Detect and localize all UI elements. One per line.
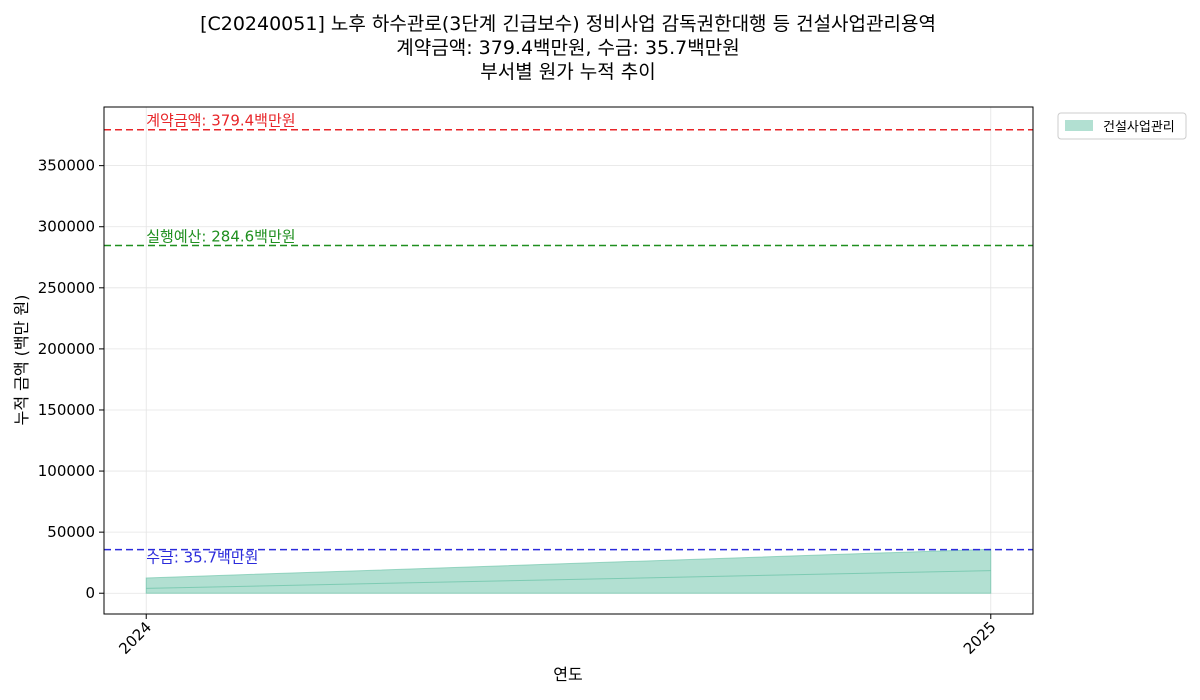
legend-swatch: [1065, 120, 1093, 131]
plot-frame: [104, 107, 1033, 614]
area-band: [146, 549, 991, 593]
y-tick-label: 0: [85, 584, 95, 602]
legend-label: 건설사업관리: [1103, 120, 1175, 135]
x-axis-ticks: 2024 2025: [115, 614, 999, 658]
y-axis-ticks: 0 50000 100000 150000 200000 250000 300000 3500…: [38, 157, 104, 603]
y-axis-label: 누적 금액 (백만 원): [12, 295, 31, 426]
x-tick-label: 2024: [115, 618, 155, 658]
reference-line-label: 계약금액: 379.4백만원: [146, 112, 295, 130]
y-tick-label: 150000: [38, 401, 95, 419]
y-tick-label: 300000: [38, 218, 95, 236]
reference-line-label: 수금: 35.7백만원: [146, 549, 258, 567]
y-tick-label: 100000: [38, 462, 95, 480]
y-tick-label: 200000: [38, 340, 95, 358]
area-series: [146, 549, 991, 593]
y-tick-label: 250000: [38, 279, 95, 297]
x-axis-label: 연도: [553, 665, 582, 684]
chart-subtitle-2: 부서별 원가 누적 추이: [480, 61, 655, 83]
y-tick-label: 50000: [47, 523, 95, 541]
chart-title: [C20240051] 노후 하수관로(3단계 긴급보수) 정비사업 감독권한대…: [200, 13, 936, 35]
grid: [104, 107, 1033, 614]
reference-line-label: 실행예산: 284.6백만원: [146, 228, 295, 246]
x-tick-label: 2025: [960, 618, 1000, 658]
legend: 건설사업관리: [1058, 113, 1186, 139]
y-tick-label: 350000: [38, 157, 95, 175]
chart-subtitle: 계약금액: 379.4백만원, 수금: 35.7백만원: [396, 37, 739, 59]
